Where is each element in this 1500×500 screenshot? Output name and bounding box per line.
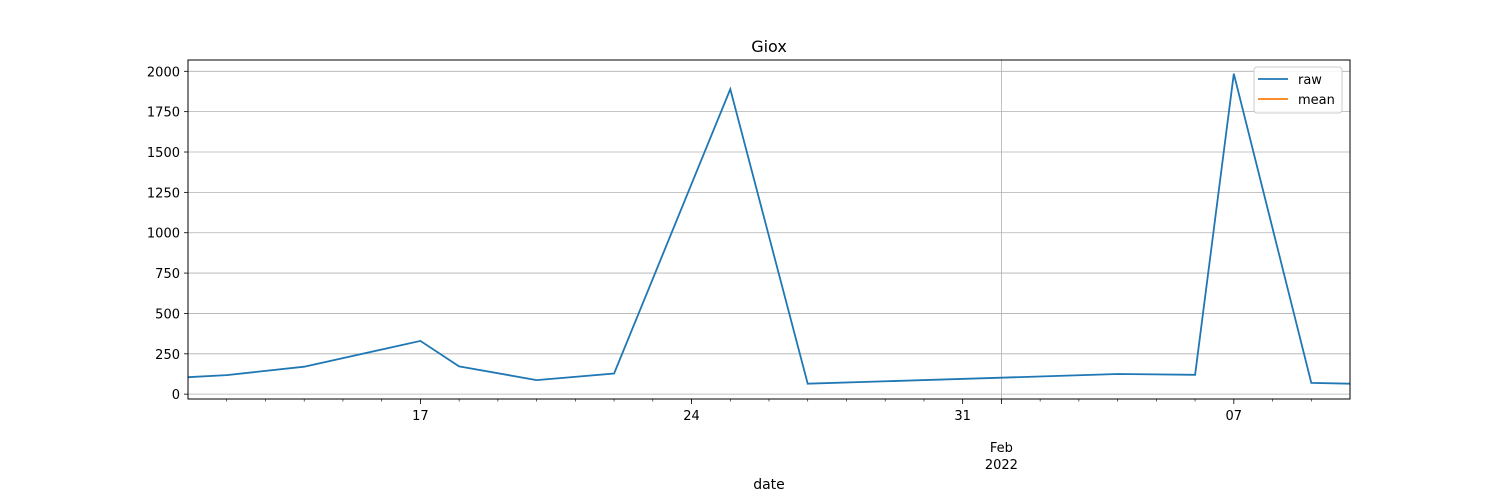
y-tick-label: 750 xyxy=(155,267,180,282)
x-tick-label: 07 xyxy=(1226,409,1243,424)
series-line-raw xyxy=(187,73,1351,385)
legend-label-raw: raw xyxy=(1298,73,1322,88)
y-tick-label: 1500 xyxy=(147,146,180,161)
grid xyxy=(188,60,1350,399)
x-tick-label: 17 xyxy=(412,409,429,424)
legend: raw mean xyxy=(1253,66,1343,114)
series-layer xyxy=(187,73,1351,385)
plot-frame xyxy=(187,59,1351,400)
chart-title: Giox xyxy=(751,37,787,56)
y-tick-label: 2000 xyxy=(147,65,180,80)
y-tick-label: 500 xyxy=(155,307,180,322)
legend-label-mean: mean xyxy=(1298,93,1335,108)
y-tick-label: 0 xyxy=(172,388,180,403)
x-tick-label: 24 xyxy=(683,409,700,424)
y-axis: 0 250 500 750 1000 1250 1500 1750 2000 xyxy=(147,65,188,403)
y-tick-label: 250 xyxy=(155,348,180,363)
y-tick-label: 1250 xyxy=(147,186,180,201)
x-month-label: Feb xyxy=(990,441,1013,456)
x-axis-label: date xyxy=(753,477,785,493)
y-tick-label: 1000 xyxy=(147,227,180,242)
x-axis: 17 24 31 07 Feb 2022 xyxy=(226,399,1312,473)
x-year-label: 2022 xyxy=(985,458,1018,473)
x-tick-label: 31 xyxy=(954,409,971,424)
y-tick-label: 1750 xyxy=(147,106,180,121)
